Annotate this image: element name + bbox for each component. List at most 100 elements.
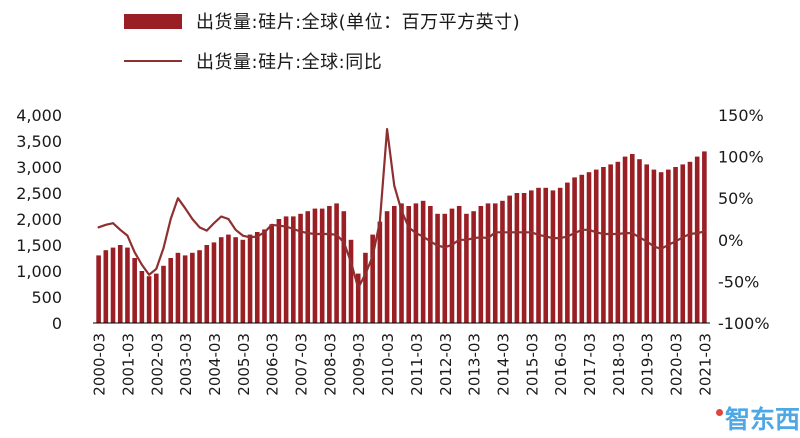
bar — [666, 169, 671, 323]
bar — [146, 276, 152, 323]
right-axis-tick: 50% — [718, 189, 754, 208]
bar — [471, 211, 476, 323]
bar — [132, 258, 137, 323]
x-axis-tick: 2001-03 — [119, 333, 137, 396]
x-axis-tick: 2015-03 — [523, 333, 541, 396]
watermark-dot-icon — [715, 409, 723, 416]
yoy-line — [97, 128, 706, 290]
x-axis-tick: 2011-03 — [408, 333, 426, 396]
bar — [355, 273, 361, 323]
bar — [449, 208, 455, 323]
bar — [687, 161, 693, 323]
bar — [413, 203, 419, 323]
x-axis-tick: 2020-03 — [668, 333, 686, 396]
legend-item-yoy: 出货量:硅片:全球:同比 — [124, 48, 520, 74]
left-axis-tick: 1,500 — [16, 236, 62, 255]
x-axis-tick: 2006-03 — [264, 333, 282, 396]
bar — [464, 213, 469, 323]
right-axis-tick: 150% — [718, 106, 764, 125]
left-axis-tick: 3,500 — [16, 132, 62, 151]
bar — [529, 190, 534, 323]
bar — [694, 156, 700, 323]
bar — [557, 187, 563, 323]
bar-series-label: 出货量:硅片:全球(单位：百万平方英寸) — [196, 12, 521, 33]
bar — [521, 193, 527, 323]
x-axis-tick: 2013-03 — [466, 333, 484, 396]
bar — [673, 167, 678, 323]
bar — [608, 164, 613, 323]
bar — [233, 237, 238, 323]
left-axis-tick: 0 — [52, 314, 62, 333]
bar — [622, 156, 628, 323]
bar — [204, 245, 210, 323]
bar — [428, 206, 433, 323]
bar — [247, 234, 253, 323]
watermark-text: 智东西 — [724, 405, 800, 434]
right-axis-tick: -100% — [718, 314, 770, 333]
chart-area: 4,000 3,500 3,000 2,500 2,000 1,500 1,000 500 0 1… — [0, 88, 800, 434]
left-axis-tick: 3,000 — [16, 158, 62, 177]
bar — [384, 211, 390, 323]
watermark-logo: 智东西 — [715, 405, 800, 434]
bar — [363, 252, 368, 323]
bar — [442, 213, 448, 323]
bar — [565, 182, 570, 323]
x-axis-tick: 2009-03 — [350, 333, 368, 396]
left-axis-tick: 2,500 — [16, 184, 62, 203]
bar — [103, 250, 109, 323]
x-axis-tick: 2017-03 — [581, 333, 599, 396]
x-axis-tick: 2007-03 — [293, 333, 311, 396]
wafer-shipments-chart: 4,000 3,500 3,000 2,500 2,000 1,500 1,000 500 0 1… — [16, 106, 770, 396]
bar — [305, 211, 311, 323]
bar — [536, 187, 541, 323]
bar — [197, 250, 202, 323]
bar — [550, 190, 556, 323]
bar — [168, 258, 174, 323]
bar — [658, 172, 664, 323]
bar — [348, 239, 354, 323]
x-axis-tick: 2002-03 — [148, 333, 166, 396]
bar-series-swatch — [124, 13, 182, 29]
bar — [190, 252, 195, 323]
bar — [637, 159, 642, 323]
bar — [680, 164, 686, 323]
chart-legend: 出货量:硅片:全球(单位：百万平方英寸) 出货量:硅片:全球:同比 — [124, 8, 520, 74]
bar — [406, 206, 412, 323]
line-series-label: 出货量:硅片:全球:同比 — [196, 52, 383, 73]
bar — [327, 206, 332, 323]
bar — [586, 172, 592, 323]
bar — [283, 216, 289, 323]
bar — [514, 193, 520, 323]
bar — [341, 211, 347, 323]
x-axis-tick: 2008-03 — [321, 333, 339, 396]
bar — [478, 206, 484, 323]
bar — [117, 245, 123, 323]
bar — [139, 271, 145, 323]
bar — [629, 154, 635, 323]
bar — [161, 265, 166, 323]
bar — [254, 232, 260, 323]
bar — [110, 247, 116, 323]
x-axis-tick: 2021-03 — [696, 333, 714, 396]
bar — [399, 203, 404, 323]
bar — [485, 203, 491, 323]
bar — [644, 164, 649, 323]
bar — [543, 187, 549, 323]
x-axis-tick: 2019-03 — [639, 333, 657, 396]
bar — [240, 239, 246, 323]
bar — [456, 206, 462, 323]
bar — [154, 273, 159, 323]
bar — [319, 208, 325, 323]
x-axis-tick: 2004-03 — [206, 333, 224, 396]
bar — [500, 200, 505, 323]
x-axis-tick: 2005-03 — [235, 333, 253, 396]
bar — [211, 242, 217, 323]
bar — [370, 234, 375, 323]
right-axis-tick: 0% — [718, 231, 743, 250]
left-axis-tick: 2,000 — [16, 210, 62, 229]
bar — [312, 208, 318, 323]
bar — [182, 255, 188, 323]
left-axis-tick: 1,000 — [16, 262, 62, 281]
x-axis-tick: 2010-03 — [379, 333, 397, 396]
bar — [593, 169, 599, 323]
